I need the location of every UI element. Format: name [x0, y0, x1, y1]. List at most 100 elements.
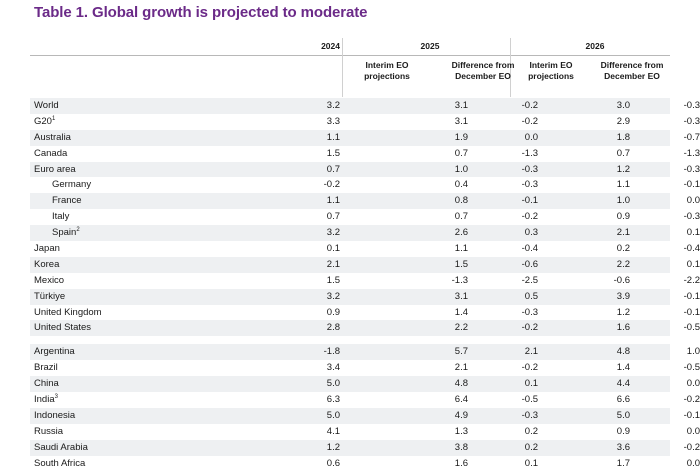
difference-2026-cell: -0.1	[683, 409, 700, 421]
difference-2025-cell: -0.3	[521, 179, 538, 191]
difference-2025-cell: 0.5	[524, 290, 538, 302]
projection-2025-cell: 6.4	[454, 394, 468, 406]
difference-2026-cell: -0.3	[683, 211, 700, 223]
value-2024-cell: 2.1	[326, 258, 340, 270]
projection-2026-cell: 4.8	[616, 346, 630, 358]
difference-2025-cell: -1.3	[521, 147, 538, 159]
difference-2025-cell: -0.2	[521, 322, 538, 334]
projection-2026-cell: 6.6	[616, 394, 630, 406]
value-2024-cell: 2.8	[326, 322, 340, 334]
projection-2026-cell: 2.1	[616, 227, 630, 239]
difference-2026-cell: -0.1	[683, 306, 700, 318]
header-interim-2026: Interim EO projections	[528, 60, 574, 81]
table-row: Australia 1.1 1.9 0.0 1.8 -0.7	[30, 129, 700, 146]
row-label: United Kingdom	[34, 306, 102, 318]
row-label: Mexico	[34, 274, 65, 286]
projection-2025-cell: 3.1	[454, 115, 468, 127]
table-row: Spain2 3.2 2.6 0.3 2.1 0.1	[30, 225, 700, 242]
difference-2025-cell: -0.6	[521, 258, 538, 270]
difference-2026-cell: -0.1	[683, 290, 700, 302]
table-row: Türkiye 3.2 3.1 0.5 3.9 -0.1	[30, 288, 700, 305]
projection-2026-cell: 2.2	[616, 258, 630, 270]
table-row: United Kingdom 0.9 1.4 -0.3 1.2 -0.1	[30, 305, 700, 321]
value-2024-cell: 1.5	[326, 274, 340, 286]
row-label: Indonesia	[34, 409, 76, 421]
column-divider	[342, 38, 343, 97]
projection-2025-cell: 0.7	[454, 147, 468, 159]
projection-2026-cell: 0.9	[616, 211, 630, 223]
year-header-row: 2024 2025 2026	[30, 38, 670, 56]
value-2024-cell: 1.1	[326, 131, 340, 143]
sub-header-row: Interim EO projections Difference from Dec…	[30, 56, 670, 98]
projection-2025-cell: 1.5	[454, 258, 468, 270]
projection-2026-cell: 1.2	[616, 306, 630, 318]
row-label: G201	[34, 115, 56, 127]
value-2024-cell: 3.2	[326, 227, 340, 239]
projection-2025-cell: 2.2	[454, 322, 468, 334]
projection-2025-cell: 4.9	[454, 409, 468, 421]
difference-2026-cell: 1.0	[686, 346, 700, 358]
difference-2025-cell: 0.0	[524, 131, 538, 143]
projection-2026-cell: 3.9	[616, 290, 630, 302]
header-year-2025: 2025	[420, 41, 440, 51]
projection-2026-cell: 1.6	[616, 322, 630, 334]
row-label: Italy	[52, 211, 70, 223]
difference-2026-cell: -0.7	[683, 131, 700, 143]
table-row: United States 2.8 2.2 -0.2 1.6 -0.5	[30, 320, 700, 337]
projection-2025-cell: 0.4	[454, 179, 468, 191]
projection-2026-cell: 4.4	[616, 378, 630, 390]
projection-2026-cell: 0.2	[616, 243, 630, 255]
difference-2025-cell: -0.2	[521, 100, 538, 111]
table-row: G201 3.3 3.1 -0.2 2.9 -0.3	[30, 114, 700, 130]
difference-2025-cell: -0.3	[521, 409, 538, 421]
row-label: Germany	[52, 179, 92, 191]
table-row: Germany -0.2 0.4 -0.3 1.1 -0.1	[30, 177, 700, 193]
table-row: Mexico 1.5 -1.3 -2.5 -0.6 -2.2	[30, 273, 700, 289]
projection-2025-cell: 1.0	[454, 163, 468, 175]
value-2024-cell: 4.1	[326, 425, 340, 437]
table-row: Argentina -1.8 5.7 2.1 4.8 1.0	[30, 344, 700, 361]
header-year-2024: 2024	[321, 41, 340, 51]
projection-2026-cell: -0.6	[613, 274, 630, 286]
table-row: Indonesia 5.0 4.9 -0.3 5.0 -0.1	[30, 407, 700, 424]
table-row: Saudi Arabia 1.2 3.8 0.2 3.6 -0.2	[30, 439, 700, 456]
projection-2025-cell: 5.7	[454, 346, 468, 358]
row-label: Canada	[34, 147, 68, 159]
value-2024-cell: 3.3	[326, 115, 340, 127]
difference-2026-cell: 0.0	[686, 378, 700, 390]
difference-2026-cell: -2.2	[683, 274, 700, 286]
table-row: Japan 0.1 1.1 -0.4 0.2 -0.4	[30, 241, 700, 257]
difference-2026-cell: -0.3	[683, 115, 700, 127]
table-row: India3 6.3 6.4 -0.5 6.6 -0.2	[30, 392, 700, 408]
projection-2026-cell: 1.4	[616, 362, 630, 374]
value-2024-cell: 5.0	[326, 409, 340, 421]
difference-2026-cell: -0.2	[683, 394, 700, 406]
projection-2025-cell: 1.6	[454, 457, 468, 469]
value-2024-cell: 1.5	[326, 147, 340, 159]
projection-2025-cell: 0.7	[454, 211, 468, 223]
column-divider	[510, 38, 511, 97]
difference-2025-cell: -2.5	[521, 274, 538, 286]
difference-2026-cell: 0.0	[686, 195, 700, 207]
header-year-2026: 2026	[585, 41, 605, 51]
emerging-economies-group: Argentina -1.8 5.7 2.1 4.8 1.0 Brazil 3.4 2.1 -0.…	[30, 344, 700, 472]
difference-2026-cell: 0.1	[686, 258, 700, 270]
table-title: Table 1. Global growth is projected to m…	[34, 4, 368, 21]
table-row: Euro area 0.7 1.0 -0.3 1.2 -0.3	[30, 161, 700, 178]
projection-2026-cell: 2.9	[616, 115, 630, 127]
table-row: Italy 0.7 0.7 -0.2 0.9 -0.3	[30, 209, 700, 225]
difference-2025-cell: 0.2	[524, 441, 538, 453]
table-row: South Africa 0.6 1.6 0.1 1.7 0.0	[30, 456, 700, 472]
table-row: China 5.0 4.8 0.1 4.4 0.0	[30, 376, 700, 393]
projection-2026-cell: 1.8	[616, 131, 630, 143]
difference-2025-cell: 0.2	[524, 425, 538, 437]
row-label: Euro area	[34, 163, 76, 175]
row-label: Türkiye	[34, 290, 66, 302]
value-2024-cell: 0.6	[326, 457, 340, 469]
projection-2025-cell: 1.9	[454, 131, 468, 143]
table-row: France 1.1 0.8 -0.1 1.0 0.0	[30, 193, 700, 210]
row-label: Korea	[34, 258, 60, 270]
projection-2025-cell: 2.6	[454, 227, 468, 239]
difference-2025-cell: -0.2	[521, 362, 538, 374]
projection-2026-cell: 3.6	[616, 441, 630, 453]
